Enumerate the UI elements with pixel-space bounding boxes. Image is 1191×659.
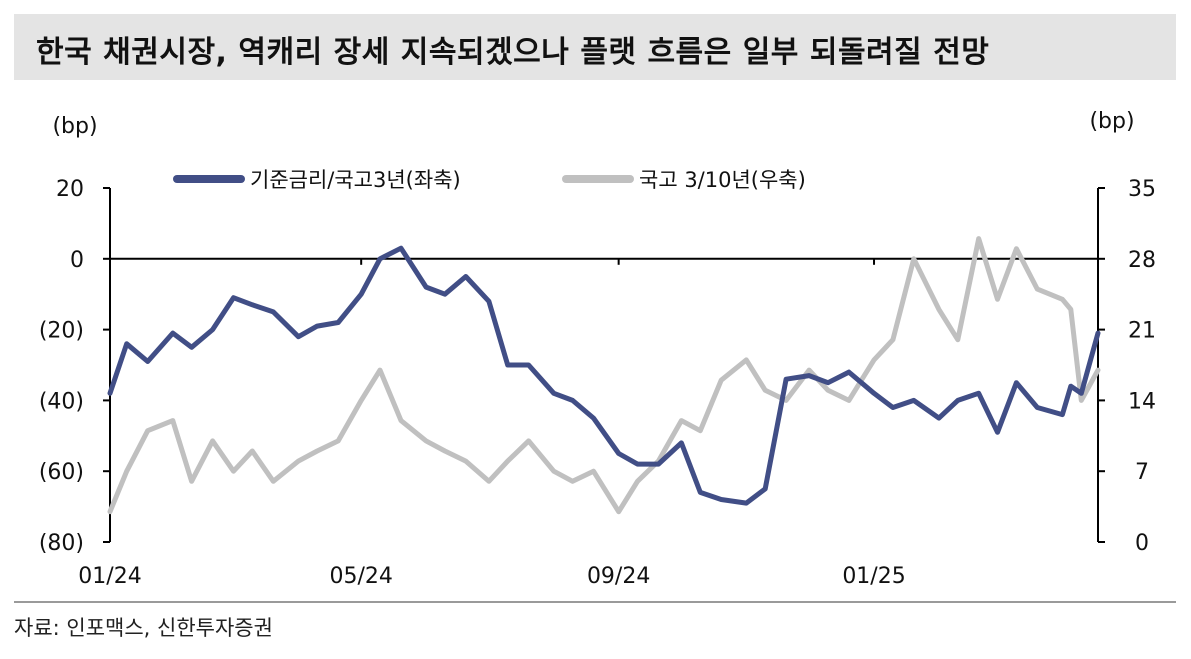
right-tick-label: 7: [1135, 460, 1149, 485]
right-tick-label: 28: [1128, 248, 1156, 273]
source-note: 자료: 인포맥스, 신한투자증권: [14, 616, 273, 640]
x-tick-label: 01/25: [842, 564, 905, 589]
legend-label: 기준금리/국고3년(좌축): [250, 168, 461, 192]
left-tick-label: 0: [70, 248, 84, 273]
x-tick-label: 01/24: [78, 564, 141, 589]
x-tick-label: 05/24: [329, 564, 392, 589]
legend-label: 국고 3/10년(우축): [639, 168, 806, 192]
series-line-policy-rate-spread: [107, 245, 1101, 506]
left-tick-label: (60): [39, 460, 84, 485]
x-tick-label: 09/24: [587, 564, 650, 589]
right-axis-unit: (bp): [1089, 109, 1134, 134]
left-tick-label: (80): [39, 531, 84, 556]
source-divider: [14, 601, 1176, 603]
chart-canvas: 20 0 (20) (40) (60) (80) 35 28 21 14 7 0 (bp) (bp) 01/…: [39, 109, 1156, 589]
chart-title: 한국 채권시장, 역캐리 장세 지속되겠으나 플랫 흐름은 일부 되돌려질 전망: [36, 35, 990, 70]
left-axis-unit: (bp): [52, 114, 97, 139]
title-bar: 한국 채권시장, 역캐리 장세 지속되겠으나 플랫 흐름은 일부 되돌려질 전망: [14, 14, 1176, 80]
left-tick-label: 20: [56, 177, 84, 202]
right-tick-label: 21: [1128, 319, 1156, 344]
series-line-ktb-3-10-spread: [107, 236, 1101, 515]
right-tick-label: 0: [1135, 531, 1149, 556]
right-tick-label: 14: [1128, 389, 1156, 414]
left-tick-label: (20): [39, 319, 84, 344]
right-tick-label: 35: [1128, 177, 1156, 202]
left-tick-label: (40): [39, 389, 84, 414]
